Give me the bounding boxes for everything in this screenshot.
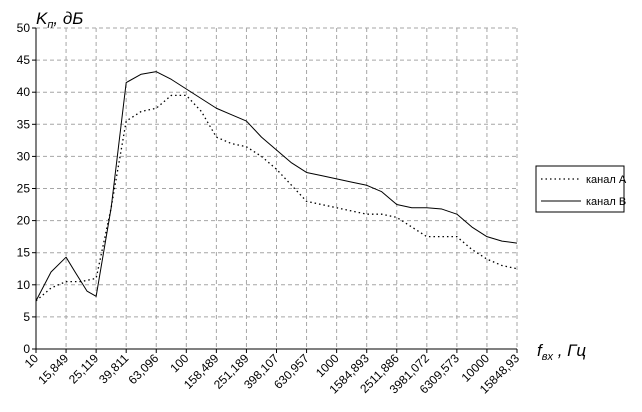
y-tick-label: 45 <box>17 53 31 67</box>
y-tick-label: 40 <box>17 85 31 99</box>
y-tick-label: 25 <box>17 182 31 196</box>
y-tick-label: 10 <box>17 278 31 292</box>
x-tick-label: 25,119 <box>66 351 101 386</box>
y-tick-label: 50 <box>17 21 31 35</box>
y-tick-label: 20 <box>17 214 31 228</box>
series-layer <box>35 71 518 302</box>
y-tick-label: 30 <box>17 149 31 163</box>
y-axis-title-main: K <box>36 9 48 28</box>
legend-label-a: канал А <box>586 174 627 186</box>
legend-label-b: канал В <box>586 196 626 208</box>
legend-box <box>535 165 625 213</box>
grid <box>35 27 518 350</box>
y-tick-label: 0 <box>23 342 30 356</box>
y-tick-label: 35 <box>17 117 31 131</box>
x-axis-title: fвх , Гц <box>537 341 586 363</box>
x-tick-label: 15,849 <box>35 351 71 387</box>
plot-frame <box>32 27 518 353</box>
series-line-channel-b <box>35 71 518 302</box>
y-tick-label: 5 <box>23 310 30 324</box>
x-tick-label: 63,096 <box>126 351 162 387</box>
x-tick-label: 100 <box>167 351 191 375</box>
y-tick-label: 15 <box>17 246 31 260</box>
x-axis-title-unit: , Гц <box>553 341 586 360</box>
x-tick-label: 39,811 <box>96 351 131 386</box>
y-axis-title-unit: , дБ <box>53 9 83 28</box>
y-axis-ticks: 0 5 10 15 20 25 30 35 40 45 50 <box>17 21 31 356</box>
y-axis-title: Kп, дБ <box>36 9 83 31</box>
y-axis-title-sub: п <box>47 19 53 31</box>
x-axis-title-main: f <box>537 341 544 360</box>
legend: канал А канал В <box>535 165 627 213</box>
x-axis-title-sub: вх <box>542 351 554 363</box>
